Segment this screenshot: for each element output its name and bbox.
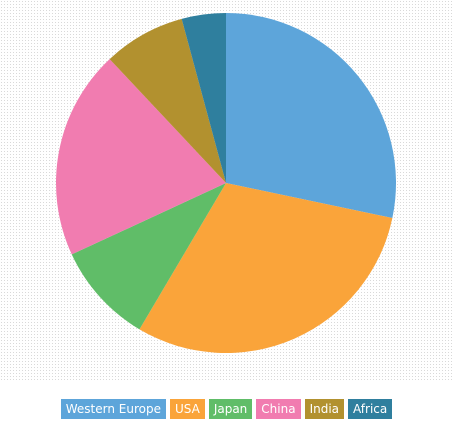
pie-slice-india[interactable] [109,18,226,183]
legend-item-africa[interactable]: Africa [348,399,393,419]
legend-item-india[interactable]: India [304,399,345,419]
pie-slice-africa[interactable] [181,13,226,183]
legend-item-japan[interactable]: Japan [208,399,253,419]
legend-item-western-europe[interactable]: Western Europe [60,399,166,419]
legend-item-china[interactable]: China [256,399,301,419]
plot-area [0,0,453,382]
pie-slice-usa[interactable] [139,183,393,354]
legend-item-usa[interactable]: USA [169,399,205,419]
pie-slice-western-europe[interactable] [226,13,397,218]
pie-chart [56,13,397,354]
legend: Western Europe USA Japan China India Africa [0,399,453,419]
pie-slice-china[interactable] [56,59,226,255]
pie-slice-japan[interactable] [71,183,226,330]
